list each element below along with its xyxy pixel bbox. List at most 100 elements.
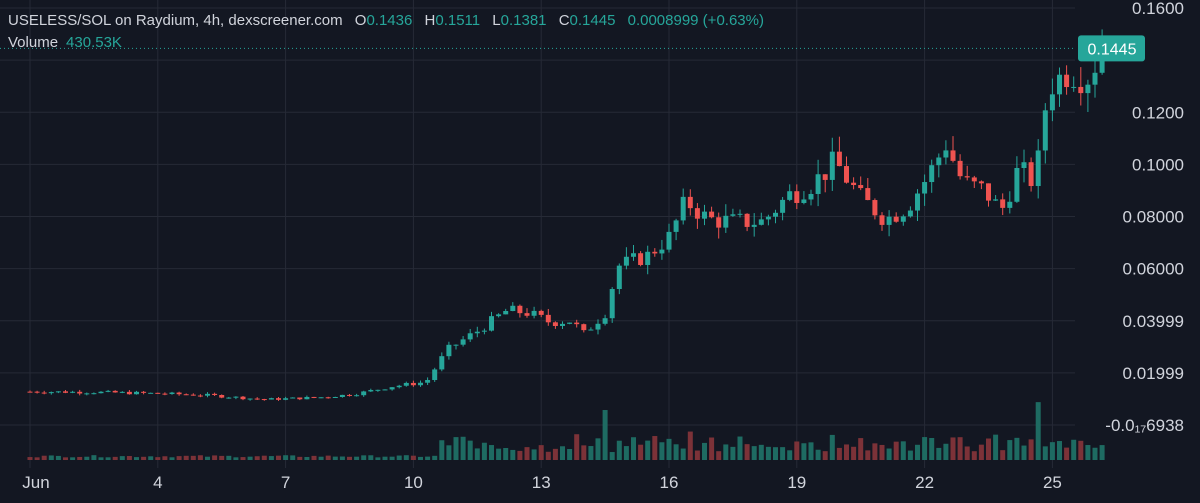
candle-body-99 xyxy=(730,214,736,216)
volume-bar-7 xyxy=(77,456,83,460)
volume-bar-34 xyxy=(268,456,274,460)
volume-bar-10 xyxy=(98,457,104,460)
candle-body-61 xyxy=(460,339,466,345)
volume-bar-143 xyxy=(1042,446,1048,460)
candle-body-70 xyxy=(524,313,530,316)
open-label: O xyxy=(354,12,367,29)
volume-bar-8 xyxy=(84,456,90,460)
volume-bar-114 xyxy=(836,447,842,460)
candle-body-148 xyxy=(1078,86,1084,94)
candle-body-123 xyxy=(900,216,906,222)
volume-bar-98 xyxy=(723,444,729,460)
volume-bar-53 xyxy=(403,455,409,460)
volume-bar-9 xyxy=(91,455,97,460)
candle-body-56 xyxy=(425,380,431,383)
volume-bar-103 xyxy=(758,444,764,460)
volume-bar-40 xyxy=(311,455,317,460)
candle-body-51 xyxy=(389,387,395,390)
candle-body-90 xyxy=(666,231,672,250)
candle-body-11 xyxy=(105,390,111,392)
candle-body-5 xyxy=(63,391,68,393)
candle-body-29 xyxy=(233,396,239,398)
last-price-label: 0.1445 xyxy=(1088,41,1137,58)
volume-bar-106 xyxy=(780,447,786,460)
candle-body-145 xyxy=(1057,74,1062,95)
candle-body-59 xyxy=(446,344,452,357)
volume-bar-18 xyxy=(155,457,161,460)
volume-bar-122 xyxy=(893,441,899,460)
volume-bar-82 xyxy=(609,452,615,460)
candle-body-142 xyxy=(1035,150,1041,187)
candle-body-73 xyxy=(545,314,551,323)
volume-bar-25 xyxy=(205,456,210,460)
price-tick-label-3: 0.1000 xyxy=(1132,155,1184,174)
volume-bar-17 xyxy=(148,456,154,460)
volume-bar-28 xyxy=(226,455,232,460)
candle-body-63 xyxy=(474,331,480,334)
candle-body-22 xyxy=(183,394,189,396)
candle-body-136 xyxy=(993,199,999,201)
candle-body-66 xyxy=(496,314,502,317)
candle-body-75 xyxy=(560,323,565,326)
volume-bar-145 xyxy=(1057,441,1062,460)
candle-body-16 xyxy=(141,391,147,393)
volume-bar-147 xyxy=(1071,439,1077,460)
candle-body-40 xyxy=(311,396,317,398)
volume-bar-0 xyxy=(27,457,33,460)
candle-body-8 xyxy=(84,393,90,395)
candle-body-87 xyxy=(645,251,651,265)
volume-row: Volume 430.53K xyxy=(8,32,764,54)
volume-value: 430.53K xyxy=(66,34,122,51)
volume-bar-104 xyxy=(765,446,771,460)
volume-bar-46 xyxy=(354,456,360,460)
candle-body-35 xyxy=(276,398,281,400)
volume-bar-72 xyxy=(538,445,544,460)
open-value: 0.1436 xyxy=(366,12,413,29)
volume-bar-121 xyxy=(886,448,892,460)
candle-body-20 xyxy=(169,392,175,394)
time-tick-label-6: 19 xyxy=(787,473,806,492)
candle-body-48 xyxy=(368,390,374,392)
candle-body-27 xyxy=(219,394,225,398)
candle-body-77 xyxy=(574,322,580,325)
time-tick-label-1: 4 xyxy=(153,473,162,492)
candle-body-15 xyxy=(134,391,139,395)
candle-body-43 xyxy=(332,396,338,398)
price-tick-label-0: 0.1600 xyxy=(1132,0,1184,18)
time-tick-label-0: Jun xyxy=(22,473,49,492)
close-value: 0.1445 xyxy=(569,12,616,29)
candle-body-50 xyxy=(382,389,388,391)
volume-bar-135 xyxy=(986,438,991,460)
candle-body-81 xyxy=(602,318,608,324)
high-label: H xyxy=(424,12,436,29)
candle-body-39 xyxy=(304,396,310,400)
candle-body-3 xyxy=(48,392,54,394)
candle-body-135 xyxy=(986,183,991,201)
price-tick-label-7: 0.01999 xyxy=(1123,364,1184,383)
volume-bar-71 xyxy=(531,449,537,460)
volume-bar-62 xyxy=(467,440,473,460)
volume-bar-110 xyxy=(808,442,814,460)
candle-body-84 xyxy=(623,256,629,266)
price-tick-label-5: 0.06000 xyxy=(1123,260,1184,279)
candle-body-130 xyxy=(950,150,956,161)
candle-body-71 xyxy=(531,310,537,316)
candle-body-144 xyxy=(1049,94,1055,111)
candle-body-121 xyxy=(886,216,892,225)
volume-bar-63 xyxy=(474,448,480,460)
volume-bar-67 xyxy=(503,447,509,460)
volume-bar-149 xyxy=(1085,445,1091,460)
volume-bar-86 xyxy=(638,444,644,460)
volume-bar-139 xyxy=(1014,437,1020,460)
volume-bar-30 xyxy=(240,457,246,460)
candle-body-108 xyxy=(794,191,800,203)
price-tick-label-4: 0.08000 xyxy=(1123,208,1184,227)
candle-body-41 xyxy=(318,397,324,399)
candle-body-34 xyxy=(268,398,274,400)
candle-body-72 xyxy=(538,310,544,315)
volume-bar-87 xyxy=(645,440,651,460)
volume-bar-78 xyxy=(581,445,587,460)
volume-bar-144 xyxy=(1049,442,1055,460)
